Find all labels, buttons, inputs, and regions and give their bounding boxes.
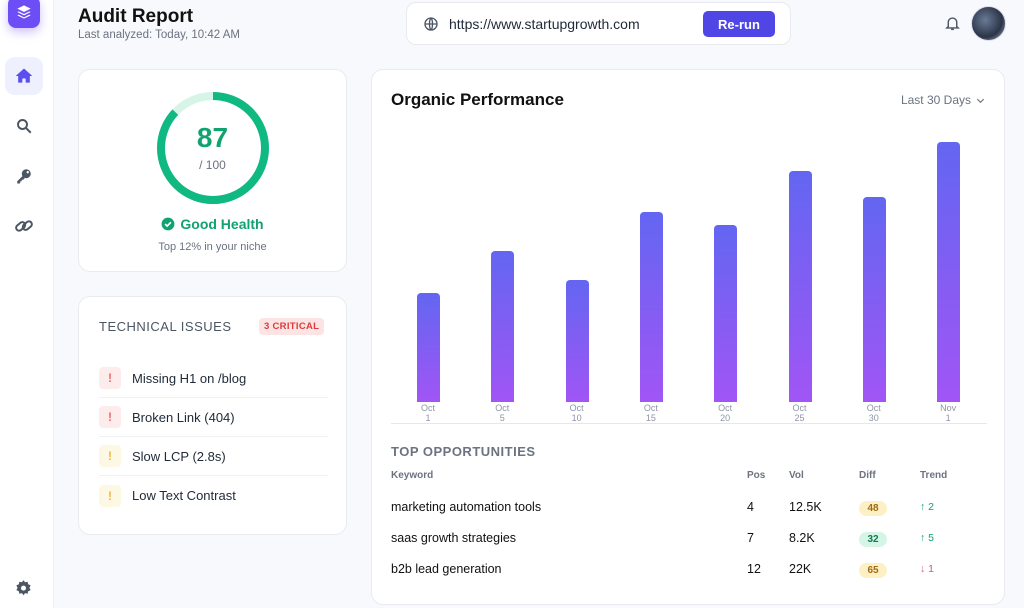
vol-cell: 12.5K <box>789 500 822 514</box>
keyword-cell[interactable]: saas growth strategies <box>391 531 517 545</box>
alert-icon: ! <box>99 367 121 389</box>
issue-item[interactable]: ! Low Text Contrast <box>99 476 328 515</box>
warning-icon: ! <box>99 445 121 467</box>
x-axis-label: Oct 5 <box>495 403 510 423</box>
difficulty-badge: 65 <box>859 563 887 578</box>
bar-chart: Oct 1 Oct 5 Oct 10 Oct 15 Oct 20 Oct 25 Oct 30 Nov 1 <box>391 130 987 424</box>
rerun-button[interactable]: Re-run <box>703 11 775 37</box>
vol-cell: 8.2K <box>789 531 815 545</box>
pos-cell: 4 <box>747 500 754 514</box>
keyword-cell[interactable]: marketing automation tools <box>391 500 542 514</box>
chart-bar[interactable] <box>714 225 738 402</box>
date-range-dropdown[interactable]: Last 30 Days <box>901 93 986 107</box>
issues-title: TECHNICAL ISSUES <box>99 319 232 334</box>
x-axis-label: Oct 25 <box>792 403 807 423</box>
health-label: Good Health <box>180 216 264 232</box>
col-keyword: Keyword <box>391 470 434 481</box>
score-max: / 100 <box>199 158 226 172</box>
warning-icon: ! <box>99 484 121 507</box>
issue-item[interactable]: ! Slow LCP (2.8s) <box>99 437 328 476</box>
difficulty-badge: 48 <box>859 501 887 516</box>
x-axis-label: Oct 1 <box>420 403 435 423</box>
x-axis-label: Oct 15 <box>643 403 658 423</box>
last-analyzed: Last analyzed: Today, 10:42 AM <box>78 29 240 41</box>
issue-item[interactable]: ! Broken Link (404) <box>99 398 328 437</box>
health-status: Good Health <box>79 216 346 232</box>
health-score-card: 87 / 100 Good Health Top 12% in your nic… <box>78 69 347 272</box>
url-bar: https://www.startupgrowth.com Re-run <box>406 2 791 45</box>
sidebar-item-home[interactable] <box>5 57 43 95</box>
col-trend: Trend <box>920 470 948 481</box>
chart-bar[interactable] <box>565 279 589 402</box>
sidebar-item-keys[interactable] <box>5 157 43 195</box>
url-input[interactable]: https://www.startupgrowth.com <box>449 15 640 32</box>
search-icon <box>17 119 32 134</box>
keyword-cell[interactable]: b2b lead generation <box>391 562 502 576</box>
x-axis-label: Oct 30 <box>866 403 881 423</box>
sidebar-item-links[interactable] <box>5 207 43 245</box>
x-axis-label: Oct 10 <box>569 403 584 423</box>
avatar[interactable] <box>971 6 1006 41</box>
globe-icon <box>424 16 438 31</box>
x-axis-label: Oct 20 <box>718 403 733 423</box>
score-value: 87 <box>196 122 229 153</box>
home-icon <box>15 68 33 83</box>
logo[interactable] <box>8 0 40 28</box>
chart-bar[interactable] <box>639 212 663 402</box>
chart-title: Organic Performance <box>391 90 564 109</box>
gear-icon[interactable] <box>14 579 33 598</box>
trend-indicator: ↑ 5 <box>920 532 935 544</box>
check-circle-icon <box>161 217 175 231</box>
link-icon <box>15 220 33 232</box>
issue-item[interactable]: ! Missing H1 on /blog <box>99 359 328 398</box>
score-ring <box>157 92 269 204</box>
col-vol: Vol <box>789 470 804 481</box>
vol-cell: 22K <box>789 562 812 576</box>
trend-indicator: ↓ 1 <box>920 563 935 575</box>
page-title: Audit Report <box>78 6 194 27</box>
pos-cell: 12 <box>747 562 761 576</box>
critical-badge: 3 CRITICAL <box>259 318 325 335</box>
opportunities-title: TOP OPPORTUNITIES <box>391 444 536 459</box>
chart-bar[interactable] <box>788 170 812 402</box>
organic-performance-card: Organic Performance Last 30 Days Oct 1 Oct… <box>371 69 1005 605</box>
trend-indicator: ↑ 2 <box>920 501 935 513</box>
col-pos: Pos <box>747 470 766 481</box>
x-axis-label: Nov 1 <box>940 403 957 423</box>
chart-bar[interactable] <box>862 196 886 402</box>
difficulty-badge: 32 <box>859 532 887 547</box>
chart-bar[interactable] <box>417 292 440 402</box>
bell-icon[interactable] <box>944 14 961 32</box>
niche-rank: Top 12% in your niche <box>158 241 267 253</box>
alert-icon: ! <box>99 406 121 428</box>
technical-issues-card: TECHNICAL ISSUES 3 CRITICAL ! Missing H1 … <box>78 296 347 535</box>
layers-icon <box>17 5 31 19</box>
sidebar <box>0 0 54 608</box>
sidebar-item-search[interactable] <box>5 107 43 145</box>
chevron-down-icon <box>976 98 985 103</box>
col-diff: Diff <box>859 470 876 481</box>
key-icon <box>17 169 31 184</box>
pos-cell: 7 <box>747 531 754 545</box>
chart-bar[interactable] <box>937 142 961 402</box>
chart-bar[interactable] <box>491 251 515 402</box>
